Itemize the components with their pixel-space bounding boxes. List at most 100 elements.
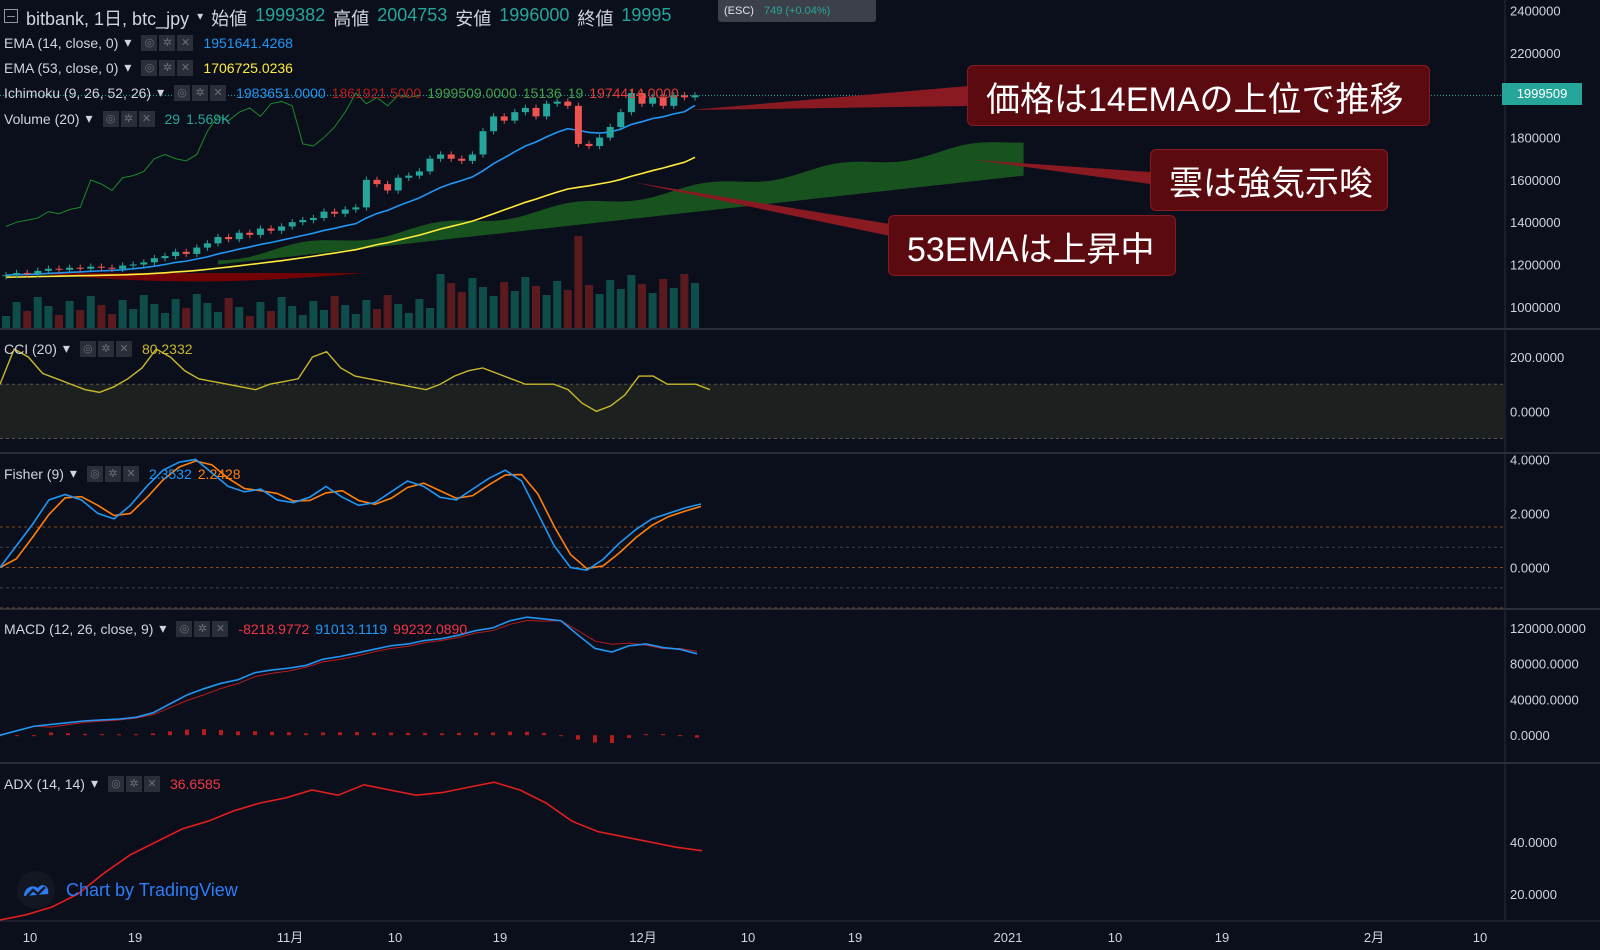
legend-fisher-name: Fisher (9) [4, 465, 64, 482]
candle-body [638, 93, 646, 104]
legend-controls[interactable]: ◎ ✲ ✕ [141, 34, 194, 51]
close-icon[interactable]: ✕ [143, 775, 160, 792]
chevron-down-icon[interactable]: ▾ [124, 59, 132, 75]
candle-body [309, 217, 317, 221]
legend-cci[interactable]: CCI (20) ▾ ◎ ✲ ✕ 80.2332 [4, 340, 193, 357]
open-value: 1999382 [255, 5, 326, 25]
close-icon[interactable]: ✕ [138, 110, 155, 127]
volume-bar [277, 297, 286, 328]
close-value: 19995 [621, 5, 672, 25]
gear-icon[interactable]: ✲ [159, 34, 176, 51]
x-tick-label: 10 [23, 930, 37, 945]
eye-icon[interactable]: ◎ [107, 775, 124, 792]
eye-icon[interactable]: ◎ [86, 465, 103, 482]
legend-ema53-value: 1706725.0236 [203, 59, 293, 76]
candle-body [150, 258, 158, 263]
macd-histogram-bar [100, 734, 104, 736]
candle-body [479, 131, 487, 155]
annotation-pointer [690, 86, 968, 110]
current-price-badge: 1999509 [1502, 83, 1582, 105]
legend-controls[interactable]: ◎ ✲ ✕ [141, 59, 194, 76]
volume-bar [426, 308, 434, 328]
gear-icon[interactable]: ✲ [97, 340, 114, 357]
candle-body [606, 126, 614, 138]
close-icon[interactable]: ✕ [177, 59, 194, 76]
volume-bar [129, 309, 138, 328]
legend-controls[interactable]: ◎ ✲ ✕ [86, 465, 139, 482]
legend-fisher[interactable]: Fisher (9) ▾ ◎ ✲ ✕ 2.3532 2.2428 [4, 465, 241, 482]
eye-icon[interactable]: ◎ [174, 84, 191, 101]
volume-bar [2, 316, 10, 328]
fisher-line [0, 458, 702, 572]
candle-body [66, 267, 74, 270]
chevron-down-icon[interactable]: ▾ [159, 620, 167, 636]
candle-body [172, 251, 180, 257]
candle-body [55, 268, 63, 270]
volume-bar [12, 302, 21, 328]
y-tick-label: 4.0000 [1510, 452, 1550, 467]
eye-icon[interactable]: ◎ [102, 110, 119, 127]
close-label: 終値 [577, 9, 614, 29]
close-icon[interactable]: ✕ [212, 620, 229, 637]
collapse-icon[interactable]: – [4, 8, 18, 23]
volume-bar [161, 313, 169, 328]
candle-body [394, 177, 402, 191]
legend-controls[interactable]: ◎ ✲ ✕ [79, 340, 132, 357]
legend-adx[interactable]: ADX (14, 14) ▾ ◎ ✲ ✕ 36.6585 [4, 775, 221, 792]
annotation-ema53-rising[interactable]: 53EMAは上昇中 [888, 215, 1176, 276]
legend-controls[interactable]: ◎ ✲ ✕ [107, 775, 160, 792]
chevron-down-icon[interactable]: ▾ [197, 9, 204, 23]
symbol-title[interactable]: bitbank, 1日, btc_jpy [26, 9, 190, 29]
eye-icon[interactable]: ◎ [141, 59, 158, 76]
eye-icon[interactable]: ◎ [141, 34, 158, 51]
macd-histogram-bar [219, 730, 223, 736]
macd-signal-line [0, 620, 698, 736]
legend-controls[interactable]: ◎ ✲ ✕ [174, 84, 227, 101]
candle-body [500, 116, 508, 121]
chevron-down-icon[interactable]: ▾ [157, 84, 165, 100]
gear-icon[interactable]: ✲ [192, 84, 209, 101]
chevron-down-icon[interactable]: ▾ [69, 465, 77, 481]
volume-bar [489, 296, 498, 328]
close-icon[interactable]: ✕ [122, 465, 139, 482]
eye-icon[interactable]: ◎ [176, 620, 193, 637]
gear-icon[interactable]: ✲ [120, 110, 137, 127]
candle-body [2, 275, 10, 277]
legend-controls[interactable]: ◎ ✲ ✕ [102, 110, 155, 127]
close-icon[interactable]: ✕ [177, 34, 194, 51]
esc-tooltip[interactable]: (ESC) 749 (+0.04%) [718, 0, 876, 22]
legend-volume[interactable]: Volume (20) ▾ ◎ ✲ ✕ 29 1.569K [4, 110, 230, 127]
close-icon[interactable]: ✕ [210, 84, 227, 101]
annotation-price-above-ema[interactable]: 価格は14EMAの上位で推移 [967, 65, 1430, 126]
gear-icon[interactable]: ✲ [159, 59, 176, 76]
volume-bar [65, 301, 74, 328]
gear-icon[interactable]: ✲ [194, 620, 211, 637]
y-tick-label: 1600000 [1510, 173, 1561, 188]
gear-icon[interactable]: ✲ [125, 775, 142, 792]
annotation-cloud-bullish[interactable]: 雲は強気示唆 [1150, 149, 1388, 211]
chevron-down-icon[interactable]: ▾ [90, 775, 98, 791]
gear-icon[interactable]: ✲ [104, 465, 121, 482]
candle-body [659, 97, 667, 106]
close-icon[interactable]: ✕ [115, 340, 132, 357]
candle-body [278, 226, 286, 231]
legend-ichimoku[interactable]: Ichimoku (9, 26, 52, 26) ▾ ◎ ✲ ✕ 1983651.00… [4, 84, 679, 101]
chevron-down-icon[interactable]: ▾ [62, 340, 70, 356]
tradingview-branding[interactable]: Chart by TradingView [16, 870, 238, 910]
chevron-down-icon[interactable]: ▾ [85, 110, 93, 126]
legend-ema53[interactable]: EMA (53, close, 0) ▾ ◎ ✲ ✕ 1706725.0236 [4, 59, 293, 76]
candle-body [352, 207, 360, 210]
candle-body [246, 232, 254, 235]
volume-bar [150, 304, 159, 328]
ichimoku-value-4: 15136 [522, 84, 562, 101]
legend-macd[interactable]: MACD (12, 26, close, 9) ▾ ◎ ✲ ✕ -8218.9772 … [4, 620, 467, 637]
y-tick-label: 1000000 [1510, 300, 1561, 315]
chevron-down-icon[interactable]: ▾ [124, 34, 132, 50]
legend-ichimoku-name: Ichimoku (9, 26, 52, 26) [4, 84, 152, 101]
annotation-pointer [975, 160, 1150, 184]
legend-controls[interactable]: ◎ ✲ ✕ [176, 620, 229, 637]
eye-icon[interactable]: ◎ [79, 340, 96, 357]
legend-ema14[interactable]: EMA (14, close, 0) ▾ ◎ ✲ ✕ 1951641.4268 [4, 34, 293, 51]
macd-histogram-bar [236, 731, 240, 736]
